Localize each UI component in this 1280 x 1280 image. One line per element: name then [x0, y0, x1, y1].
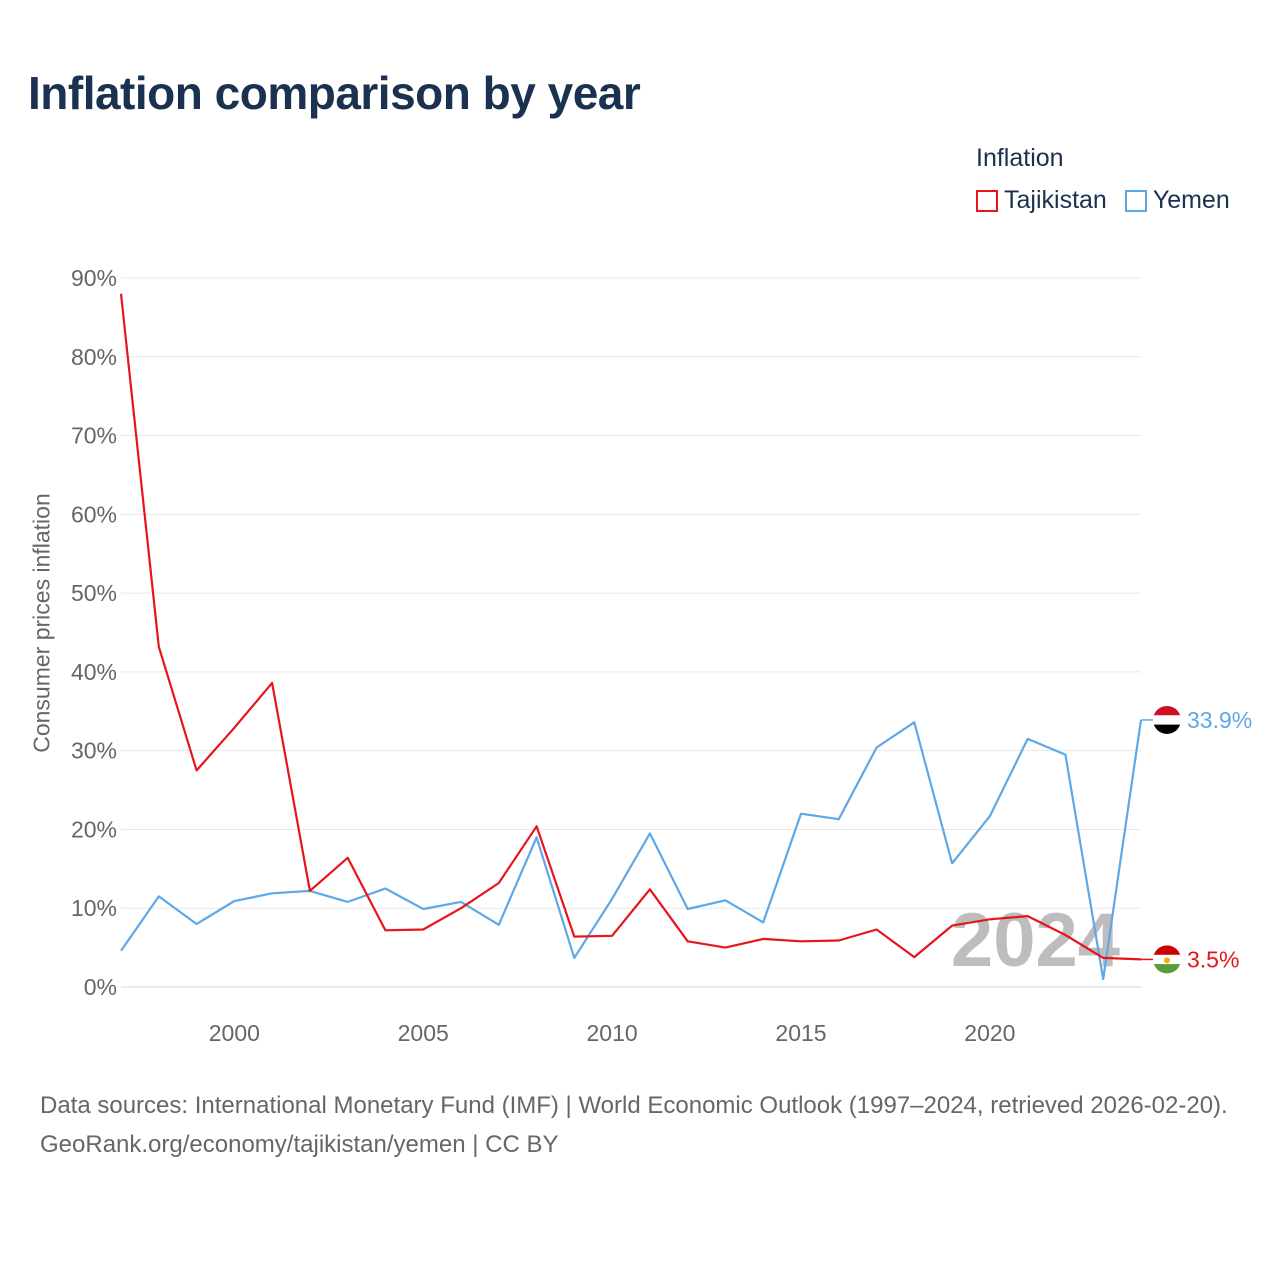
x-tick-labels: 2000 2005 2010 2015 2020 — [209, 1020, 1016, 1046]
y-tick-labels: 0% 10% 20% 30% 40% 50% 60% 70% 80% 90% — [71, 265, 117, 1000]
gridlines — [121, 277, 1141, 988]
end-markers: 3.5% 33.9% — [1141, 705, 1252, 974]
legend-item-yemen[interactable]: Yemen — [1124, 186, 1230, 215]
series-lines — [119, 293, 1143, 981]
legend-item-tajikistan[interactable]: Tajikistan — [976, 186, 1107, 215]
series-line-yemen[interactable] — [120, 719, 1143, 981]
legend-label-tajikistan: Tajikistan — [1004, 186, 1107, 214]
legend-swatch-yemen — [1124, 189, 1147, 212]
x-tick-label: 2000 — [209, 1020, 260, 1046]
x-tick-label: 2015 — [775, 1020, 826, 1046]
y-tick-label: 90% — [71, 265, 117, 291]
x-tick-label: 2005 — [398, 1020, 449, 1046]
y-tick-label: 40% — [71, 659, 117, 685]
legend-title: Inflation — [976, 144, 1064, 172]
data-sources: Data sources: International Monetary Fun… — [40, 1092, 1228, 1119]
year-watermark: 2024 — [951, 898, 1120, 983]
legend-swatch-tajikistan — [976, 189, 998, 212]
y-tick-label: 70% — [71, 423, 117, 449]
y-tick-label: 30% — [71, 738, 117, 764]
end-label-tajikistan: 3.5% — [1187, 946, 1239, 972]
chart-title: Inflation comparison by year — [28, 67, 641, 119]
yemen-flag-icon — [1153, 705, 1181, 734]
y-tick-label: 10% — [71, 895, 117, 921]
x-tick-label: 2020 — [964, 1020, 1015, 1046]
y-tick-label: 50% — [71, 580, 117, 606]
y-tick-label: 80% — [71, 344, 117, 370]
legend-label-yemen: Yemen — [1152, 186, 1230, 214]
series-line-tajikistan[interactable] — [119, 293, 1142, 961]
legend: Tajikistan Yemen — [976, 186, 1230, 215]
footer: Data sources: International Monetary Fun… — [40, 1086, 1255, 1164]
tajikistan-flag-icon — [1153, 945, 1181, 974]
y-tick-label: 60% — [71, 501, 117, 527]
y-tick-label: 0% — [84, 974, 117, 1000]
end-label-yemen: 33.9% — [1187, 707, 1252, 733]
y-tick-label: 20% — [71, 816, 117, 842]
credit-link[interactable]: GeoRank.org/economy/tajikistan/yemen | C… — [40, 1131, 559, 1158]
x-tick-label: 2010 — [587, 1020, 638, 1046]
